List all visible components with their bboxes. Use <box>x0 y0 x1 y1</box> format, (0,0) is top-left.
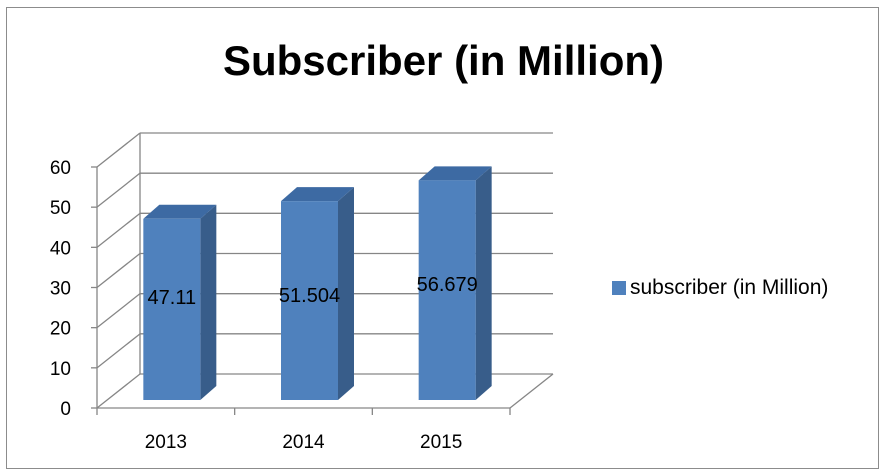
x-tick-label: 2013 <box>145 432 187 453</box>
floor-right-edge <box>510 374 553 408</box>
legend: subscriber (in Million) <box>612 276 828 300</box>
data-label: 51.504 <box>279 285 340 307</box>
side-wall-gridline <box>97 133 140 167</box>
bar-side <box>200 205 216 400</box>
x-tick-label: 2014 <box>282 432 325 453</box>
side-wall-gridline <box>97 294 140 328</box>
bar <box>143 219 200 400</box>
y-tick-label: 40 <box>50 238 71 259</box>
bar-side <box>338 187 354 400</box>
y-tick-label: 10 <box>50 359 71 380</box>
y-tick-label: 50 <box>50 198 71 219</box>
y-tick-label: 30 <box>50 279 71 300</box>
bar-side <box>476 166 492 400</box>
side-wall-gridline <box>97 213 140 247</box>
side-wall-gridline <box>97 254 140 288</box>
legend-label: subscriber (in Million) <box>630 276 828 300</box>
y-tick-label: 0 <box>60 399 71 420</box>
data-label: 56.679 <box>417 274 478 296</box>
side-wall-gridline <box>97 374 140 408</box>
side-wall-gridline <box>97 173 140 207</box>
side-wall-gridline <box>97 334 140 368</box>
x-tick-label: 2015 <box>420 432 462 453</box>
y-tick-label: 60 <box>50 158 71 179</box>
legend-swatch <box>612 281 626 295</box>
data-label: 47.11 <box>148 287 197 309</box>
y-tick-label: 20 <box>50 319 71 340</box>
